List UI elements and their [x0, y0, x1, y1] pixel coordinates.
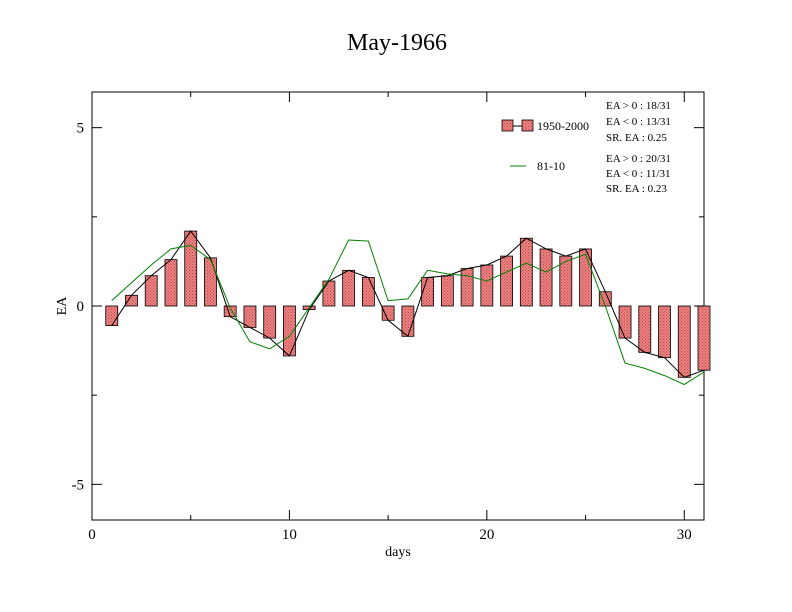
stats-block-1: EA > 0 : 18/31 EA < 0 : 13/31 SR. EA : 0… — [606, 100, 671, 144]
bar-day-21 — [500, 255, 513, 307]
x-tick-label: 30 — [677, 527, 692, 543]
bar-day-23 — [539, 248, 553, 307]
bar-day-16 — [401, 305, 415, 337]
bar-day-15 — [381, 305, 395, 321]
bar-day-28 — [638, 305, 652, 353]
stat-8110-positive: EA > 0 : 20/31 — [606, 153, 671, 165]
bar-day-29 — [658, 305, 671, 359]
bar-day-14 — [361, 277, 375, 307]
bars-series-1950-2000 — [105, 230, 711, 378]
legend-label-1950-2000: 1950-2000 — [537, 119, 589, 133]
x-tick-label: 20 — [479, 527, 494, 543]
y-tick-label: 5 — [77, 121, 85, 137]
bar-day-19 — [460, 268, 474, 307]
legend: 1950-2000 81-10 — [501, 119, 589, 173]
stat-1950-positive: EA > 0 : 18/31 — [606, 100, 671, 112]
y-tick-label: 0 — [77, 299, 85, 315]
bar-day-27 — [618, 305, 632, 339]
bar-day-22 — [519, 237, 533, 307]
bar-day-6 — [204, 257, 217, 307]
y-tick-label: -5 — [72, 477, 85, 493]
bar-day-17 — [421, 277, 435, 307]
legend-bar-swatch-right — [521, 119, 534, 132]
axis-ticks: 0 10 20 30 -5 0 5 — [72, 92, 704, 543]
bar-day-20 — [480, 264, 494, 307]
bar-day-2 — [125, 294, 138, 307]
legend-label-81-10: 81-10 — [537, 159, 565, 173]
legend-bar-swatch-left — [501, 119, 514, 132]
bar-day-5 — [184, 230, 198, 307]
stat-8110-sr: SR. EA : 0.23 — [606, 183, 667, 195]
bar-day-18 — [440, 275, 454, 307]
bar-day-1 — [105, 305, 119, 327]
bar-day-4 — [164, 259, 178, 307]
bar-day-9 — [263, 305, 277, 339]
x-tick-label: 0 — [88, 527, 96, 543]
line-1950-2000 — [111, 230, 705, 378]
stat-1950-sr: SR. EA : 0.25 — [606, 132, 667, 144]
bar-day-31 — [697, 305, 711, 371]
y-axis-label: EA — [55, 296, 70, 316]
line-81-10 — [111, 239, 705, 386]
stat-1950-negative: EA < 0 : 13/31 — [606, 116, 671, 128]
stats-block-2: EA > 0 : 20/31 EA < 0 : 11/31 SR. EA : 0… — [606, 153, 671, 195]
bar-day-8 — [243, 305, 257, 328]
bar-day-13 — [342, 269, 356, 307]
x-axis-label: days — [385, 545, 411, 560]
stat-8110-negative: EA < 0 : 11/31 — [606, 168, 670, 180]
bar-day-30 — [677, 305, 691, 378]
x-tick-label: 10 — [282, 527, 297, 543]
chart-title: May-1966 — [347, 30, 447, 56]
